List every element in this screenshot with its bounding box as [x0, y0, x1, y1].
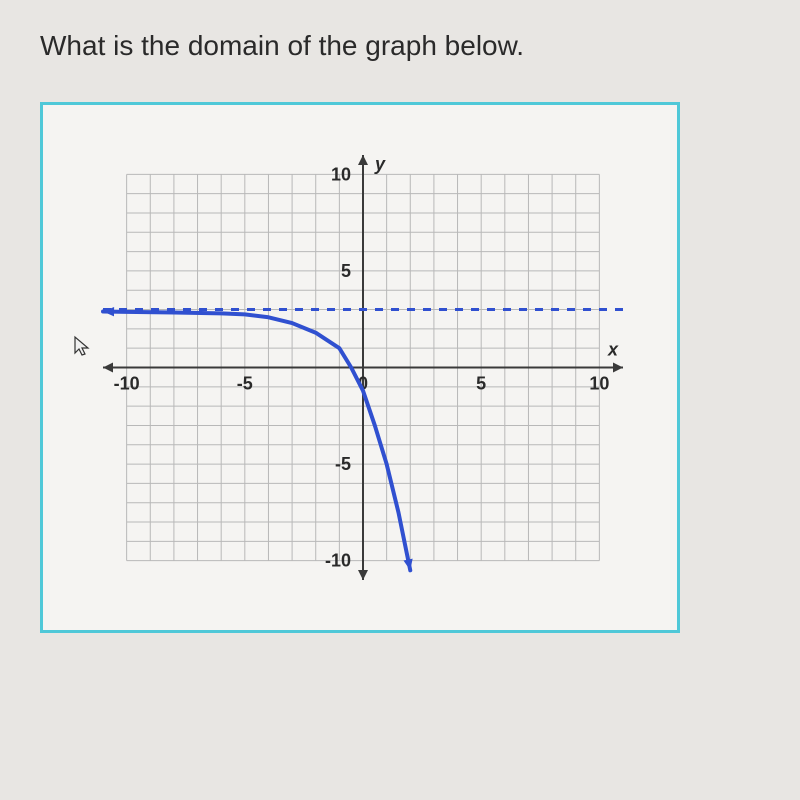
graph-container: -10-50510-10-5510xy [40, 102, 680, 633]
y-tick-label: 5 [341, 261, 351, 281]
y-tick-label: -5 [335, 454, 351, 474]
x-tick-label: -10 [114, 374, 140, 394]
graph-svg: -10-50510-10-5510xy [63, 140, 653, 610]
x-tick-label: 10 [589, 374, 609, 394]
x-tick-label: 5 [476, 374, 486, 394]
y-tick-label: -10 [325, 551, 351, 571]
y-axis-label: y [374, 154, 386, 174]
x-tick-label: -5 [237, 374, 253, 394]
x-axis-label: x [607, 340, 619, 360]
y-tick-label: 10 [331, 164, 351, 184]
cursor-icon [71, 335, 95, 359]
question-text: What is the domain of the graph below. [40, 30, 760, 62]
curve [103, 311, 410, 570]
